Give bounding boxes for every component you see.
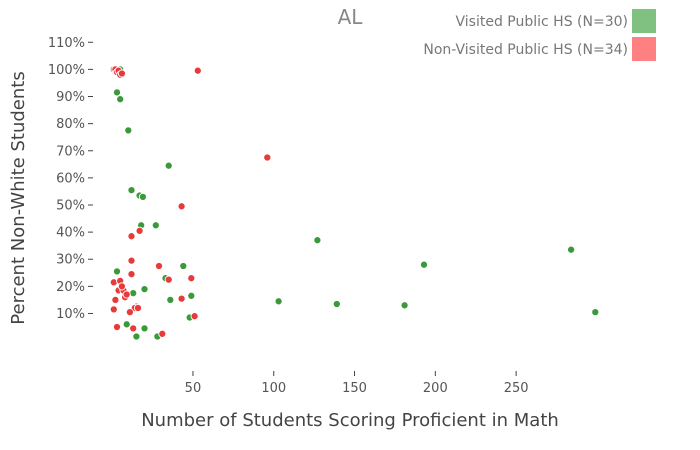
data-point-visited[interactable] <box>166 295 175 304</box>
series-visited <box>112 65 600 341</box>
data-point-visited[interactable] <box>274 297 283 306</box>
legend: Visited Public HS (N=30) Non-Visited Pub… <box>423 9 656 61</box>
data-point-non-visited[interactable] <box>117 282 126 291</box>
data-point-visited[interactable] <box>187 291 196 300</box>
data-point-non-visited[interactable] <box>117 69 126 78</box>
data-point-visited[interactable] <box>332 299 341 309</box>
x-tick-label: 200 <box>423 381 448 396</box>
data-point-non-visited[interactable] <box>112 322 122 332</box>
data-point-visited[interactable] <box>127 186 136 195</box>
data-point-non-visited[interactable] <box>125 308 134 317</box>
data-point-non-visited[interactable] <box>133 303 143 313</box>
y-axis-title: Percent Non-White Students <box>8 71 29 324</box>
data-point-visited[interactable] <box>112 88 122 97</box>
data-point-non-visited[interactable] <box>127 256 136 265</box>
data-point-visited[interactable] <box>129 289 138 298</box>
data-point-non-visited[interactable] <box>158 329 167 338</box>
plot-area <box>109 65 600 341</box>
series-non-visited <box>109 65 272 338</box>
legend-swatch-non-visited <box>632 37 656 61</box>
y-tick-label: 100% <box>48 63 85 78</box>
data-point-visited[interactable] <box>132 332 141 341</box>
y-tick-label: 110% <box>48 36 85 51</box>
y-tick-label: 50% <box>56 198 85 213</box>
chart-title: AL <box>338 5 364 29</box>
data-point-non-visited[interactable] <box>129 324 138 333</box>
legend-label-visited: Visited Public HS (N=30) <box>456 14 628 30</box>
data-point-visited[interactable] <box>140 324 149 333</box>
x-tick-label: 250 <box>504 381 529 396</box>
data-point-visited[interactable] <box>164 161 173 170</box>
y-tick-label: 30% <box>56 253 85 268</box>
y-tick-label: 70% <box>56 144 85 159</box>
data-point-visited[interactable] <box>591 308 600 317</box>
data-point-visited[interactable] <box>419 260 429 269</box>
x-tick-label: 150 <box>342 381 367 396</box>
data-point-non-visited[interactable] <box>122 290 131 299</box>
x-axis-title: Number of Students Scoring Proficient in… <box>141 410 559 431</box>
data-point-non-visited[interactable] <box>177 202 186 211</box>
data-point-visited[interactable] <box>400 301 409 310</box>
data-point-non-visited[interactable] <box>164 275 173 284</box>
y-tick-label: 20% <box>56 280 85 295</box>
data-point-visited[interactable] <box>313 236 322 245</box>
data-point-visited[interactable] <box>116 95 125 104</box>
y-tick-label: 80% <box>56 117 85 132</box>
legend-swatch-visited <box>632 9 656 33</box>
x-tick-label: 50 <box>185 381 202 396</box>
data-point-visited[interactable] <box>138 192 147 201</box>
data-point-non-visited[interactable] <box>127 270 136 279</box>
axes: 10% 20% 30% 40% 50% 60% 70% 80% 90% 100% 110% 50 100… <box>48 36 529 396</box>
y-tick-label: 90% <box>56 90 85 105</box>
data-point-non-visited[interactable] <box>154 261 164 271</box>
y-tick-label: 40% <box>56 226 85 241</box>
data-point-visited[interactable] <box>112 267 122 276</box>
data-point-non-visited[interactable] <box>193 66 202 75</box>
data-point-non-visited[interactable] <box>135 226 144 235</box>
data-point-non-visited[interactable] <box>187 274 196 283</box>
y-tick-label: 10% <box>56 307 85 322</box>
data-point-non-visited[interactable] <box>263 153 272 162</box>
data-point-visited[interactable] <box>140 285 149 294</box>
data-point-non-visited[interactable] <box>190 312 199 321</box>
x-tick-label: 100 <box>261 381 286 396</box>
y-tick-label: 60% <box>56 171 85 186</box>
data-point-visited[interactable] <box>179 261 188 271</box>
data-point-non-visited[interactable] <box>177 294 186 303</box>
data-point-non-visited[interactable] <box>127 232 136 241</box>
data-point-non-visited[interactable] <box>111 295 120 304</box>
data-point-visited[interactable] <box>122 320 131 329</box>
data-point-visited[interactable] <box>567 245 576 254</box>
data-point-visited[interactable] <box>124 126 133 135</box>
data-point-non-visited[interactable] <box>109 305 118 314</box>
legend-label-non-visited: Non-Visited Public HS (N=34) <box>423 42 628 58</box>
data-point-visited[interactable] <box>151 221 160 230</box>
